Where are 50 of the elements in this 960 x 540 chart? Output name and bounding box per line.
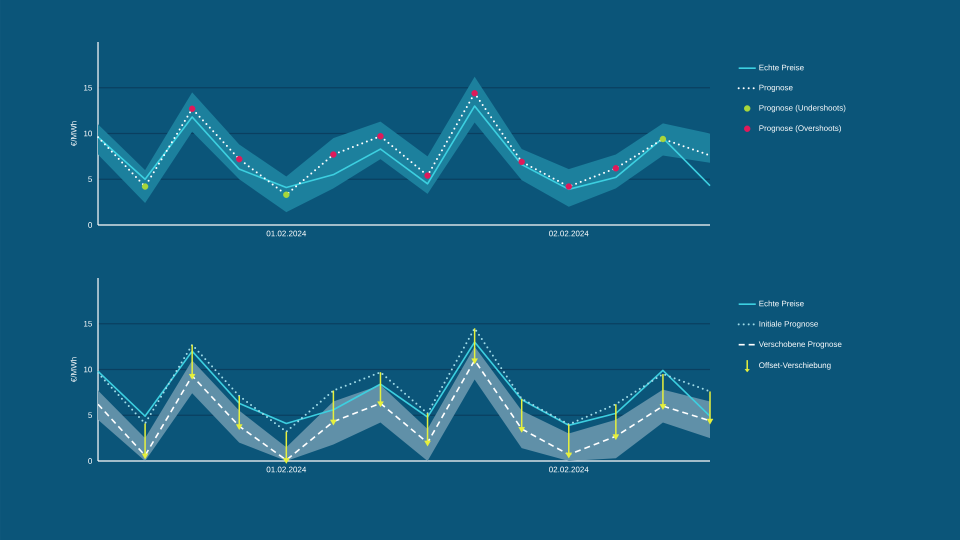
point [566, 452, 572, 458]
legend-label: Prognose [759, 84, 793, 92]
point [330, 420, 337, 426]
point [424, 172, 431, 179]
point [660, 136, 666, 142]
point [377, 133, 384, 140]
point [612, 165, 620, 172]
point [188, 374, 196, 380]
y-tick-label: 0 [88, 458, 92, 464]
legend-label: Prognose (Undershoots) [759, 104, 846, 112]
x-tick-label: 01.02.2024 [266, 466, 306, 472]
line-series [97, 341, 711, 426]
line-series [97, 327, 712, 433]
point [471, 90, 478, 96]
y-tick-label: 5 [88, 412, 92, 418]
line-series [97, 105, 711, 190]
point [518, 158, 525, 166]
point [566, 183, 572, 190]
y-axis-title: €/MWh [70, 357, 77, 382]
point [142, 183, 148, 190]
point [188, 106, 196, 112]
point [377, 401, 384, 408]
point [330, 151, 337, 158]
point [424, 440, 431, 446]
y-tick-label: 10 [84, 130, 92, 136]
legend-label: Verschobene Prognose [758, 341, 842, 349]
legend-label: Echte Preise [759, 300, 804, 306]
point [283, 192, 290, 198]
x-tick-label: 02.02.2024 [549, 230, 589, 236]
x-tick-label: 01.02.2024 [266, 230, 306, 236]
point [236, 156, 242, 162]
legend-label: Offset-Verschiebung [759, 362, 831, 370]
y-axis-title: €/MWh [70, 121, 77, 146]
point [236, 424, 242, 430]
point [471, 358, 478, 364]
y-tick-label: 15 [84, 84, 92, 91]
x-tick-label: 02.02.2024 [549, 466, 589, 472]
y-tick-label: 0 [88, 222, 92, 228]
point [706, 418, 714, 424]
y-tick-label: 10 [84, 366, 92, 372]
legend-label: Echte Preise [759, 64, 804, 70]
point [518, 427, 525, 433]
point [612, 434, 620, 440]
point [283, 458, 290, 464]
y-tick-label: 15 [84, 320, 92, 327]
point [660, 404, 666, 410]
legend-label: Prognose (Overshoots) [759, 125, 841, 133]
point [142, 454, 148, 460]
legend-label: Initiale Prognose [759, 320, 818, 328]
y-tick-label: 5 [88, 176, 92, 182]
